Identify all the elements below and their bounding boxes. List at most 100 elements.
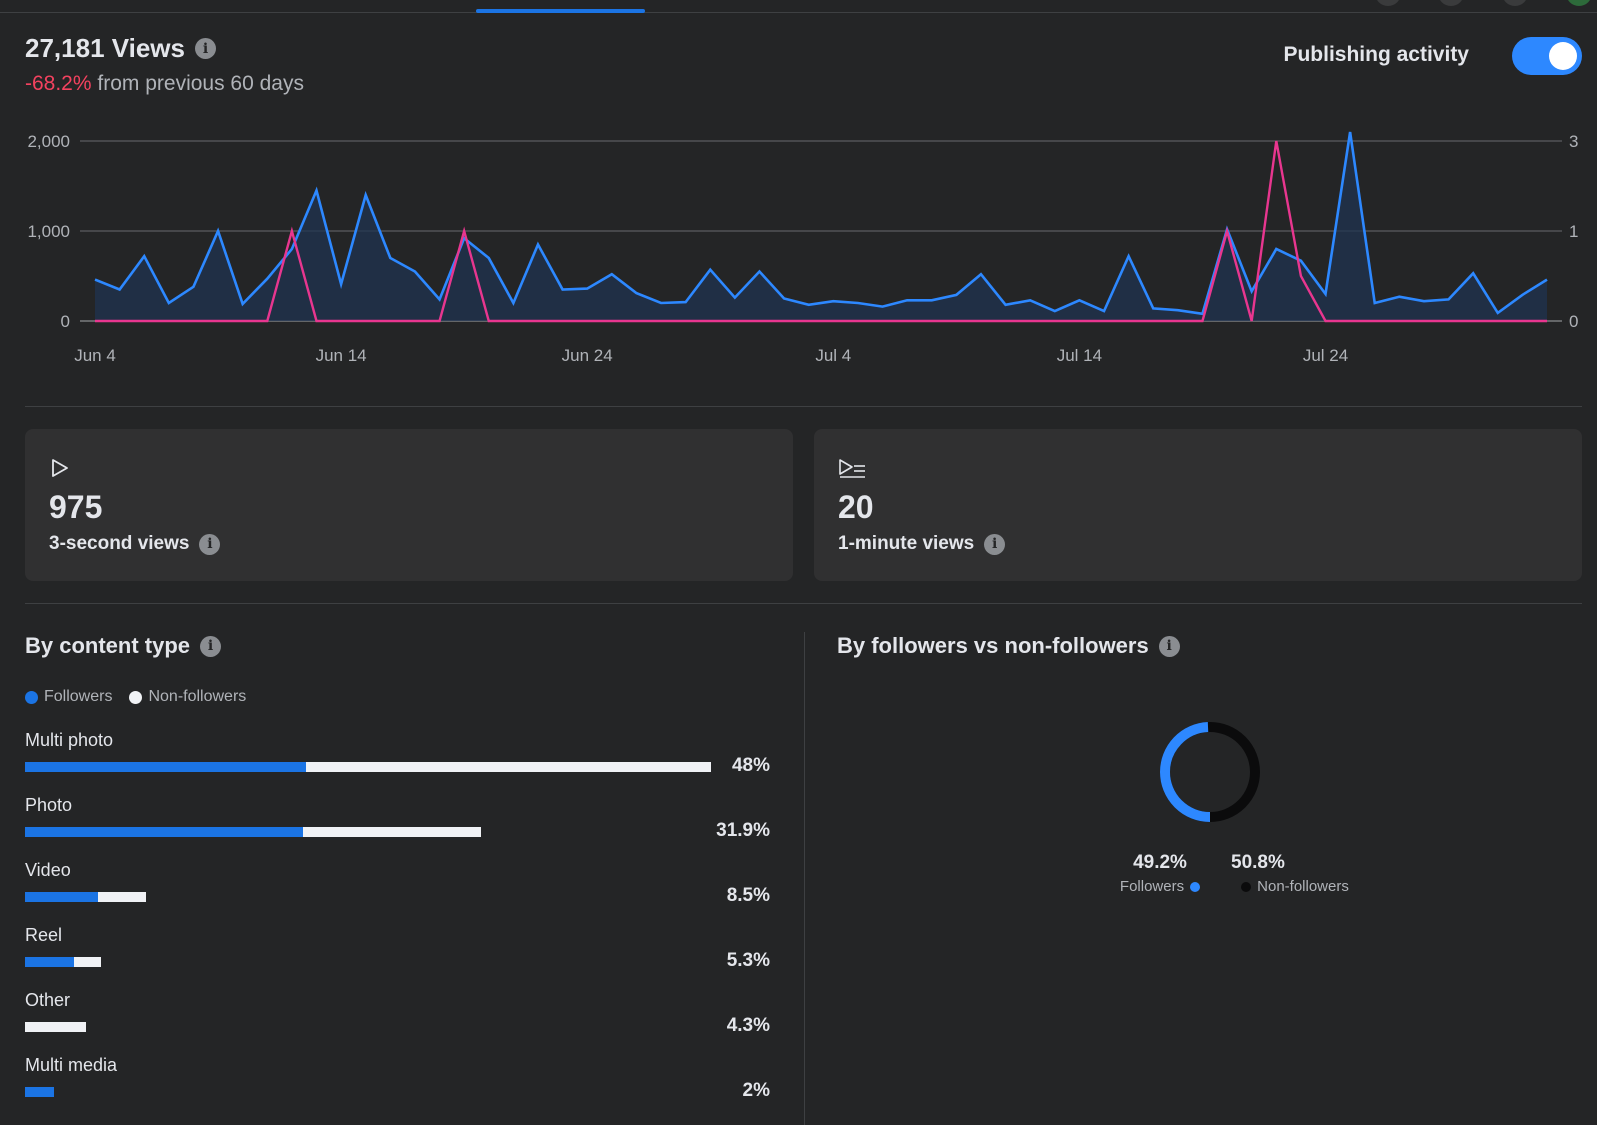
content-type-bar [25, 827, 481, 837]
y-right-tick-label: 3 [1569, 132, 1578, 151]
non-followers-stat: 50.8% Non-followers [1225, 852, 1365, 895]
content-type-bar [25, 1087, 54, 1097]
y-right-tick-label: 1 [1569, 222, 1578, 241]
card-value: 975 [49, 489, 103, 525]
x-tick-label: Jun 24 [562, 346, 613, 365]
play-icon [49, 457, 71, 484]
section-divider [25, 406, 1582, 407]
non-followers-percent: 50.8% [1231, 852, 1285, 873]
change-percent: -68.2% [25, 72, 92, 95]
content-type-row: Multi media 2% [25, 1055, 770, 1115]
followers-segment [25, 762, 307, 772]
x-tick-label: Jul 24 [1303, 346, 1348, 365]
content-type-label: Other [25, 990, 71, 1010]
content-type-bar [25, 957, 101, 967]
non-followers-segment [306, 762, 711, 772]
content-type-label: Multi media [25, 1055, 118, 1075]
followers-segment [25, 1087, 54, 1097]
views-series-line [94, 131, 1548, 316]
toggle-knob [1549, 42, 1577, 70]
info-icon[interactable]: i [984, 533, 1006, 555]
card-label-text: 3-second views [49, 533, 190, 554]
content-type-label: Multi photo [25, 730, 114, 750]
one-minute-views-card: 20 1-minute views i [814, 429, 1582, 581]
x-tick-label: Jul 4 [815, 346, 851, 365]
column-divider [804, 632, 805, 1125]
publishing-series-line [95, 140, 1547, 323]
views-change: -68.2% from previous 60 days [25, 72, 304, 96]
top-nav-icon[interactable] [1566, 0, 1592, 6]
content-type-percent: 2% [742, 1080, 770, 1101]
change-suffix: from previous 60 days [91, 72, 304, 95]
content-type-bar [25, 892, 147, 902]
views-line-chart: 0 1,000 2,000 0 1 3 Jun 4 Jun 14 Jun 24 Jul 4 Jul … [27, 131, 1578, 365]
followers-split-title-text: By followers vs non-followers [837, 633, 1149, 658]
content-type-percent: 31.9% [716, 820, 770, 841]
y-left-tick-label: 1,000 [27, 222, 70, 241]
legend-followers: Followers [44, 688, 113, 705]
views-area [95, 132, 1547, 321]
non-followers-segment [97, 892, 147, 902]
content-type-percent: 48% [731, 755, 770, 776]
content-type-row: Video 8.5% [25, 860, 770, 920]
content-type-title: By content type i [25, 633, 222, 659]
views-title: 27,181 Views i [25, 33, 216, 64]
non-followers-segment [25, 1022, 87, 1032]
followers-segment [25, 892, 98, 902]
followers-percent: 49.2% [1133, 852, 1187, 873]
publishing-activity-label: Publishing activity [1283, 43, 1469, 66]
card-label: 3-second views i [49, 533, 221, 555]
info-icon[interactable]: i [200, 635, 222, 657]
content-type-legend: Followers Non-followers [25, 688, 246, 706]
top-divider [0, 12, 1597, 13]
x-tick-label: Jun 4 [74, 346, 116, 365]
non-followers-stat-label: Non-followers [1225, 878, 1365, 895]
non-followers-label: Non-followers [1257, 878, 1349, 895]
followers-dot [1190, 881, 1201, 892]
three-second-views-card: 975 3-second views i [25, 429, 793, 581]
active-tab-indicator [476, 9, 645, 13]
content-type-row: Other 4.3% [25, 990, 770, 1050]
followers-donut-chart [1160, 722, 1260, 822]
content-type-row: Reel 5.3% [25, 925, 770, 985]
legend-non-followers: Non-followers [148, 688, 247, 705]
info-icon[interactable]: i [199, 533, 221, 555]
non-followers-dot [1241, 881, 1252, 892]
content-type-label: Reel [25, 925, 63, 945]
info-icon[interactable]: i [1158, 635, 1180, 657]
y-left-tick-label: 2,000 [27, 132, 70, 151]
x-tick-label: Jun 14 [316, 346, 367, 365]
top-nav-icon[interactable] [1502, 0, 1528, 6]
followers-label: Followers [1119, 878, 1185, 895]
play-list-icon [838, 457, 866, 484]
content-type-percent: 5.3% [726, 950, 770, 971]
content-type-label: Video [25, 860, 71, 880]
followers-stat-label: Followers [1100, 878, 1220, 895]
followers-segment [25, 957, 75, 967]
y-left-tick-label: 0 [61, 312, 70, 331]
followers-dot [25, 690, 38, 704]
content-type-percent: 8.5% [726, 885, 770, 906]
followers-split-title: By followers vs non-followers i [837, 633, 1180, 659]
x-tick-label: Jul 14 [1057, 346, 1102, 365]
section-divider [25, 603, 1582, 604]
followers-arc [1160, 722, 1260, 822]
followers-stat: 49.2% Followers [1100, 852, 1220, 895]
content-type-percent: 4.3% [726, 1015, 770, 1036]
non-followers-segment [303, 827, 481, 837]
views-title-text: 27,181 Views [25, 33, 185, 63]
card-value: 20 [838, 489, 874, 525]
top-nav-icon[interactable] [1438, 0, 1464, 6]
info-icon[interactable]: i [195, 38, 216, 59]
content-type-row: Multi photo 48% [25, 730, 770, 790]
card-label-text: 1-minute views [838, 533, 975, 554]
content-type-bar [25, 762, 711, 772]
content-type-bar [25, 1022, 87, 1032]
card-label: 1-minute views i [838, 533, 1006, 555]
content-type-row: Photo 31.9% [25, 795, 770, 855]
top-nav-icon[interactable] [1375, 0, 1401, 6]
content-type-label: Photo [25, 795, 73, 815]
y-right-tick-label: 0 [1569, 312, 1578, 331]
non-followers-dot [129, 690, 143, 704]
publishing-activity-toggle[interactable] [1512, 37, 1582, 75]
